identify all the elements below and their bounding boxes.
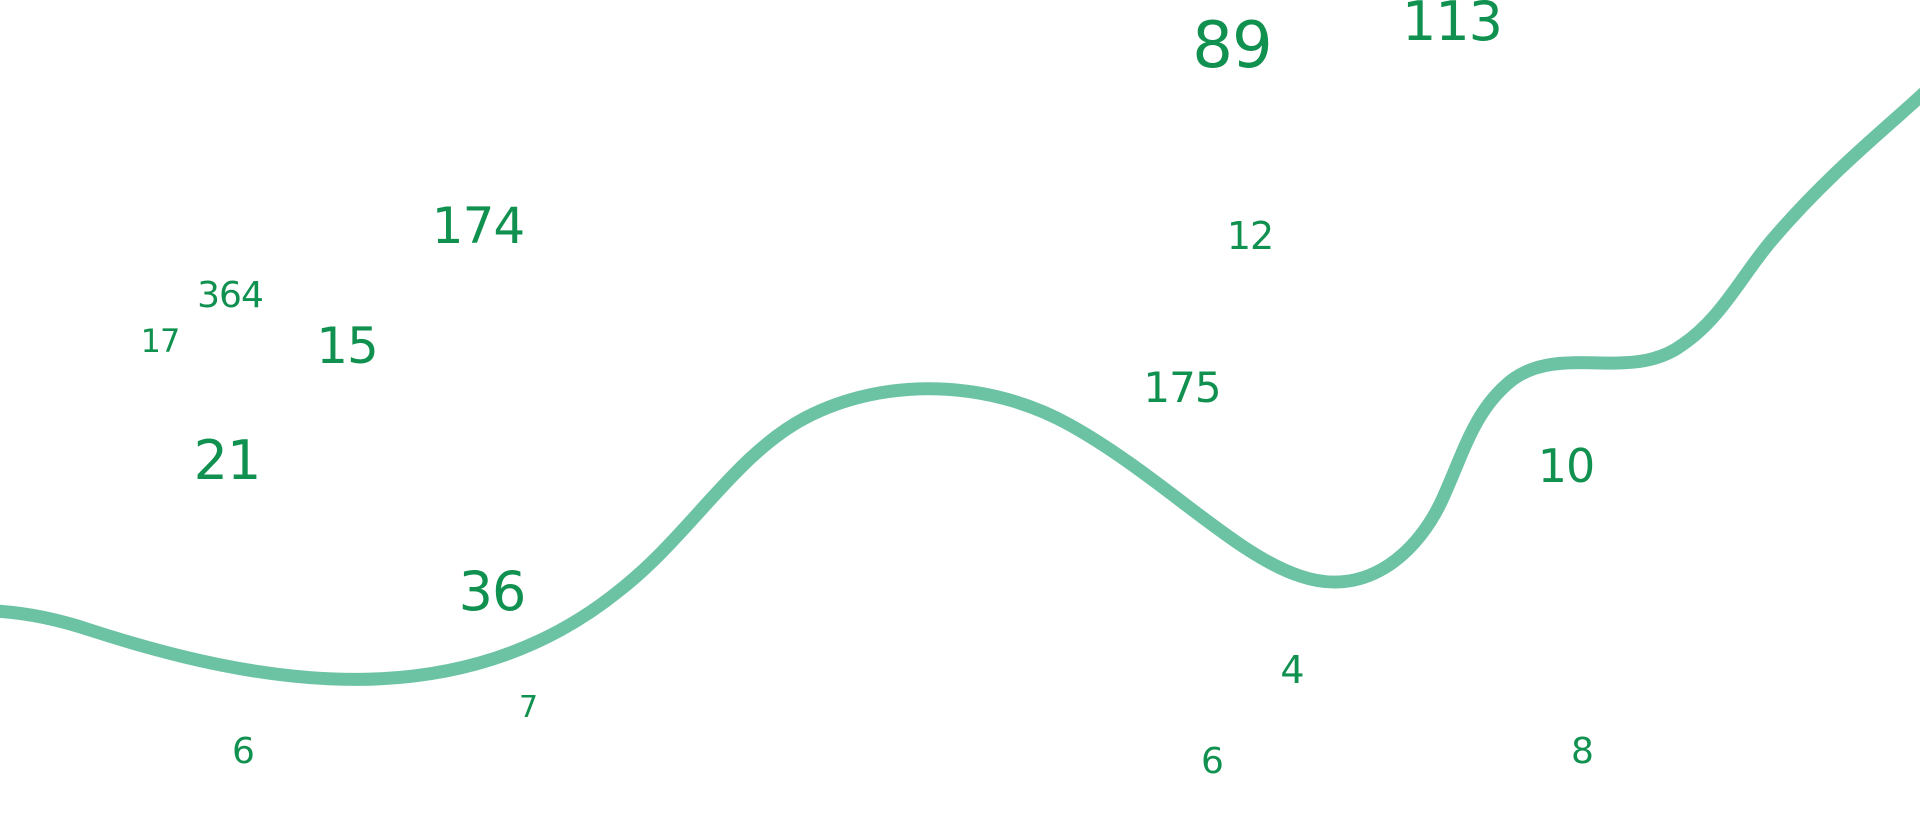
number-label: 364 [197,275,264,316]
number-label: 36 [458,560,527,623]
number-label: 174 [431,197,525,255]
curve-line [0,87,1920,686]
number-label: 89 [1192,9,1272,83]
number-label: 17 [140,322,181,360]
number-label: 15 [316,317,379,375]
number-label: 4 [1280,648,1304,692]
number-label: 12 [1226,214,1274,258]
number-label: 10 [1537,439,1596,493]
number-label: 113 [1401,0,1503,53]
number-label: 8 [1571,731,1594,772]
number-label: 175 [1143,363,1221,412]
number-label: 7 [518,690,538,725]
number-label: 6 [232,731,255,772]
number-label: 21 [193,429,262,492]
number-label: 6 [1201,741,1224,782]
